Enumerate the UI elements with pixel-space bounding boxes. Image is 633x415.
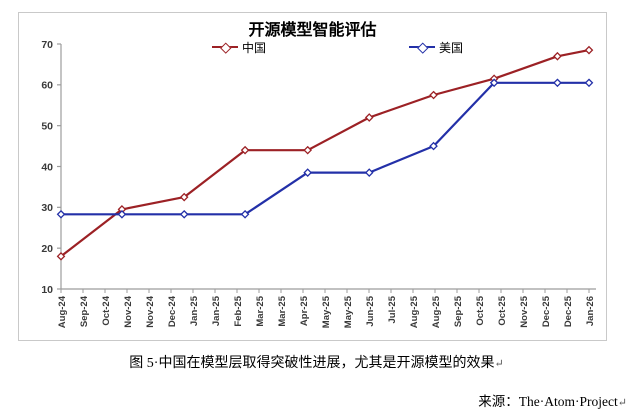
data-point-marker-us [489, 78, 499, 88]
data-point-marker-us [303, 168, 313, 177]
chart-frame: 开源模型智能评估 中国 美国 10 20 30 40 50 60 70 Aug-24 Sep-2… [18, 12, 607, 341]
data-point-marker-us [364, 168, 374, 177]
data-point-marker-us [117, 209, 127, 219]
data-point-marker-china [553, 51, 562, 61]
data-point-marker-china [56, 252, 66, 261]
data-point-marker-china [303, 145, 313, 155]
data-point-marker-china [364, 113, 374, 122]
x-tick-label: Oct-25 [497, 295, 508, 325]
x-tick-label: Jun-25 [365, 295, 376, 326]
y-tick-label: 30 [41, 202, 53, 214]
data-point-marker-china [429, 90, 438, 100]
source-label: 来源： [478, 394, 519, 409]
x-tick-label: May-25 [343, 295, 354, 328]
y-tick-label: 60 [41, 80, 53, 92]
source-text: The·Atom·Project [518, 394, 618, 409]
data-point-marker-us [56, 209, 66, 219]
x-tick-label: Jan-26 [585, 296, 596, 326]
x-tick-label: Mar-25 [255, 295, 266, 326]
paragraph-mark: ↵ [494, 358, 504, 370]
y-tick-label: 50 [41, 120, 53, 132]
x-tick-label: Sep-24 [79, 295, 90, 327]
data-point-marker-us [179, 209, 189, 219]
x-tick-label: Aug-25 [431, 295, 442, 328]
y-tick-label: 10 [41, 284, 53, 296]
y-tick-label: 40 [41, 161, 53, 173]
data-point-marker-us [429, 141, 438, 151]
x-tick-label: Dec-24 [167, 295, 178, 327]
figure-caption: 图 5·中国在模型层取得突破性进展，尤其是开源模型的效果↵ [0, 352, 633, 372]
data-point-marker-china [240, 145, 250, 155]
x-tick-label: Nov-24 [123, 295, 134, 327]
chart-title: 开源模型智能评估 [248, 22, 377, 39]
y-tick-label: 70 [41, 39, 53, 51]
legend-item-china: 中国 [212, 40, 267, 55]
x-tick-label: May-25 [321, 295, 332, 328]
x-tick-label: Dec-25 [563, 295, 574, 327]
paragraph-mark: ↵ [617, 397, 627, 409]
legend-label-us: 美国 [439, 40, 464, 55]
x-tick-label: Dec-25 [541, 295, 552, 327]
x-tick-label: Feb-25 [233, 295, 244, 326]
series-line-us [61, 81, 589, 216]
data-point-marker-us [553, 78, 562, 88]
x-tick-label: Mar-25 [277, 295, 288, 326]
figure-caption-text: 图 5·中国在模型层取得突破性进展，尤其是开源模型的效果 [129, 356, 495, 371]
legend-label-china: 中国 [242, 40, 267, 55]
x-tick-label: Aug-25 [409, 295, 420, 328]
x-tick-label: Nov-25 [519, 295, 530, 327]
x-tick-label: Jul-25 [387, 295, 398, 323]
data-point-marker-us [240, 209, 250, 219]
legend-item-us: 美国 [409, 40, 464, 55]
line-plot: 10 20 30 40 50 60 70 Aug-24 Sep-24 Oct-24 Nov-24 No… [41, 39, 596, 328]
x-tick-label: Sep-25 [453, 295, 464, 327]
data-point-marker-china [179, 192, 189, 202]
x-tick-label: Nov-24 [145, 295, 156, 327]
x-tick-label: Oct-25 [475, 295, 486, 325]
x-tick-label: Aug-24 [57, 295, 68, 328]
source-line: 来源：The·Atom·Project↵ [478, 390, 627, 410]
x-tick-label: Apr-25 [299, 295, 310, 326]
data-point-marker-us [584, 78, 594, 88]
x-tick-label: Jan-25 [189, 295, 200, 326]
data-point-marker-china [584, 45, 594, 55]
x-tick-label: Oct-24 [101, 295, 112, 325]
us-series-legend-marker-icon [409, 42, 435, 54]
china-series-legend-marker-icon [212, 42, 238, 54]
x-tick-label: Jan-25 [211, 295, 222, 326]
y-tick-label: 20 [41, 243, 53, 255]
series-line-china [60, 49, 590, 258]
